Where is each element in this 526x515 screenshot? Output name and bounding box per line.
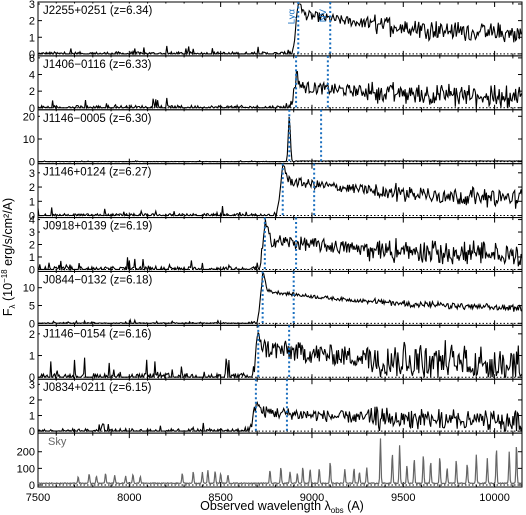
- y-tick-label: 1: [29, 32, 35, 44]
- spectrum-panel: 0 1 2 3 J1146+0124 (z=6.27): [29, 163, 523, 223]
- panel-title-background: [40, 111, 218, 126]
- x-tick-label: 9000: [300, 492, 324, 504]
- y-tick-label: 2: [29, 86, 35, 98]
- y-tick-label: 200: [17, 447, 35, 459]
- y-tick-label: 10: [23, 134, 35, 146]
- spectrum-line: [37, 219, 523, 272]
- y-tick-label: 0: [29, 372, 35, 384]
- y-tick-label: 2: [29, 240, 35, 252]
- y-tick-label: 0: [29, 426, 35, 438]
- y-tick-label: 3: [29, 227, 35, 239]
- x-axis: 7500 8000 8500 9000 9500 10000: [26, 492, 510, 504]
- panel-title-background: [40, 272, 218, 287]
- y-tick-label: 3: [29, 168, 35, 180]
- panel-title-background: [40, 219, 218, 234]
- y-tick-label: 5: [29, 301, 35, 313]
- y-tick-label: 1: [29, 411, 35, 423]
- y-tick-label: 4: [29, 215, 35, 227]
- y-tick-label: 2: [29, 182, 35, 194]
- panel-title: J0918+0139 (z=6.19): [43, 221, 153, 233]
- panel-title: J2255+0251 (z=6.34): [43, 5, 153, 17]
- y-tick-label: 10: [23, 283, 35, 295]
- spectrum-line: [38, 3, 523, 57]
- y-tick-label: 0: [29, 49, 35, 61]
- y-tick-label: 1: [29, 252, 35, 264]
- y-tick-label: 0: [29, 103, 35, 115]
- y-tick-label: 0: [29, 211, 35, 223]
- spectrum-panel: 0 2 4 6 J1406−0116 (z=6.33): [29, 53, 523, 115]
- y-tick-label: 3: [29, 379, 35, 391]
- panel-title: J0834+0211 (z=6.15): [43, 382, 152, 394]
- x-tick-label: 10000: [479, 492, 510, 504]
- spectrum-panel: 0 1 2 3 J2255+0251 (z=6.34) Lyα NV: [29, 0, 523, 61]
- y-tick-label: 4: [29, 70, 35, 82]
- x-tick-label: 8500: [208, 492, 232, 504]
- y-tick-label: 2: [29, 329, 35, 341]
- y-tick-label: 3: [29, 0, 35, 11]
- x-tick-label: 9500: [391, 492, 415, 504]
- spectrum-line: [37, 401, 523, 434]
- x-axis-label: Observed wavelength λobs (A): [200, 499, 364, 515]
- spectrum-line: [37, 272, 523, 325]
- panel-title: J0844−0132 (z=6.18): [43, 274, 153, 286]
- sky-spectrum-line: [37, 438, 522, 485]
- y-tick-label: 2: [29, 16, 35, 28]
- y-tick-label: 0: [29, 157, 35, 169]
- y-tick-label: 1: [29, 196, 35, 208]
- spectrum-panel: 0 1 2 3 J0834+0211 (z=6.15): [29, 378, 523, 438]
- spectrum-line: [37, 165, 523, 218]
- panel-title: J1406−0116 (z=6.33): [43, 59, 152, 71]
- y-tick-label: 100: [17, 463, 35, 475]
- y-tick-label: 0: [29, 480, 35, 492]
- spectrum-panel: 0 10 20 J1146−0005 (z=6.30): [23, 109, 523, 169]
- panel-title: J1146−0005 (z=6.30): [43, 113, 152, 125]
- y-axis-label: Fλ (10−18 erg/s/cm²/A): [0, 198, 17, 316]
- x-tick-label: 7500: [26, 492, 50, 504]
- panel-title-background: [40, 380, 218, 395]
- panel-title-background: [40, 3, 218, 18]
- y-tick-label: 0: [29, 264, 35, 276]
- panel-title: J1146−0154 (z=6.16): [43, 328, 152, 340]
- spectrum-panel: 0 1 2 J1146−0154 (z=6.16): [29, 324, 523, 384]
- y-tick-label: 1: [29, 351, 35, 363]
- spectrum-panel: 0 5 10 J0844−0132 (z=6.18): [23, 270, 523, 330]
- panel-title-background: [40, 57, 218, 72]
- panel-frame: [37, 432, 523, 488]
- y-tick-label: 20: [23, 111, 35, 123]
- spectrum-line: [38, 331, 523, 380]
- y-tick-label: 0: [29, 318, 35, 330]
- spectrum-panel: 0 100 200 Sky: [17, 432, 523, 492]
- lya-label: Lyα: [286, 9, 297, 25]
- spectrum-line: [37, 70, 523, 110]
- y-tick-label: 2: [29, 395, 35, 407]
- panel-title: J1146+0124 (z=6.27): [43, 167, 152, 179]
- x-tick-label: 8000: [117, 492, 141, 504]
- spectrum-line: [37, 116, 523, 163]
- panel-title-background: [40, 326, 218, 341]
- y-tick-label: 6: [29, 53, 35, 65]
- sky-label: Sky: [48, 436, 67, 448]
- panel-title-background: [40, 165, 218, 180]
- nv-label: NV: [318, 8, 329, 22]
